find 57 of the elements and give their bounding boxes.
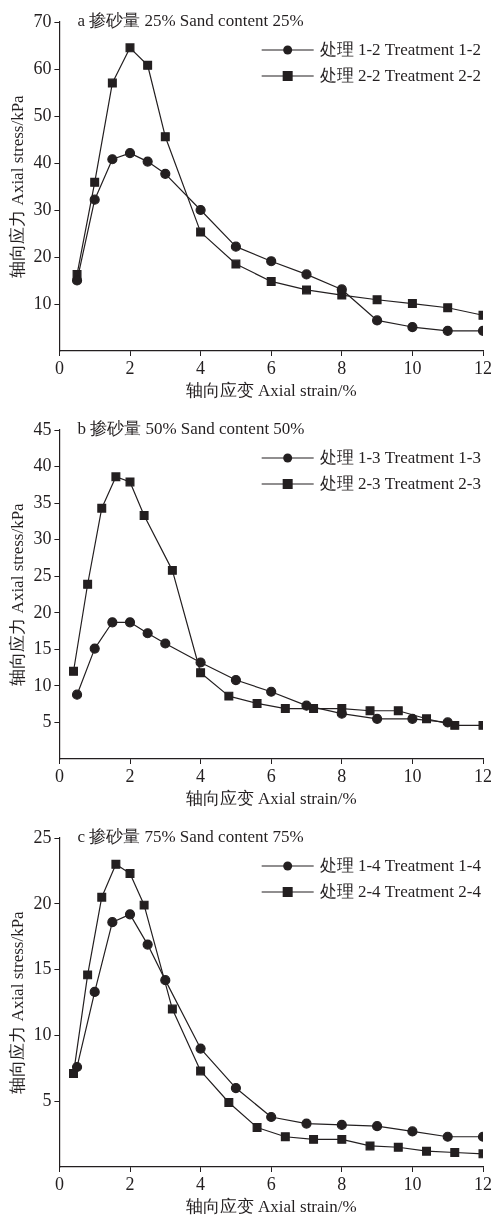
x-tick-label: 4: [196, 357, 206, 378]
x-tick-label: 0: [54, 765, 64, 786]
legend-label: 处理 1-2 Treatment 1-2: [319, 40, 481, 60]
y-tick-label: 10: [33, 292, 52, 313]
y-axis-title: 轴向应力 Axial stress/kPa: [7, 94, 27, 278]
y-tick-label: 40: [33, 455, 52, 476]
y-tick-label: 20: [33, 245, 52, 266]
x-tick-label: 12: [474, 1173, 492, 1194]
legend-label: 处理 1-3 Treatment 1-3: [319, 448, 481, 468]
legend-label: 处理 2-4 Treatment 2-4: [319, 882, 482, 902]
x-tick-label: 4: [196, 1173, 206, 1194]
y-tick-label: 50: [33, 104, 52, 125]
legend-label: 处理 2-2 Treatment 2-2: [319, 66, 481, 86]
y-tick-label: 30: [33, 528, 52, 549]
y-tick-label: 60: [33, 57, 52, 78]
y-tick-label: 15: [33, 958, 52, 979]
x-tick-label: 10: [403, 1173, 422, 1194]
chart-title: b 掺砂量 50% Sand content 50%: [77, 419, 305, 439]
y-tick-label: 15: [33, 638, 52, 659]
y-tick-label: 10: [33, 674, 52, 695]
y-tick-label: 20: [33, 601, 52, 622]
x-tick-label: 6: [266, 357, 276, 378]
y-axis-title: 轴向应力 Axial stress/kPa: [7, 910, 27, 1094]
y-tick-label: 25: [33, 564, 52, 585]
x-tick-label: 8: [337, 357, 347, 378]
x-tick-label: 8: [337, 765, 347, 786]
x-axis-title: 轴向应变 Axial strain/%: [185, 789, 357, 809]
x-tick-label: 6: [266, 1173, 276, 1194]
x-tick-label: 2: [125, 1173, 135, 1194]
y-tick-label: 30: [33, 198, 52, 219]
chart-title: c 掺砂量 75% Sand content 75%: [77, 827, 304, 847]
y-tick-label: 45: [33, 418, 52, 439]
x-tick-label: 10: [403, 765, 422, 786]
legend-label: 处理 2-3 Treatment 2-3: [319, 474, 481, 494]
y-tick-label: 25: [33, 826, 52, 847]
x-tick-label: 2: [125, 357, 135, 378]
y-tick-label: 10: [33, 1024, 52, 1045]
y-tick-label: 20: [33, 892, 52, 913]
x-tick-label: 4: [196, 765, 206, 786]
x-tick-label: 10: [403, 357, 422, 378]
x-axis-title: 轴向应变 Axial strain/%: [185, 381, 357, 401]
x-axis-title: 轴向应变 Axial strain/%: [185, 1197, 357, 1217]
x-tick-label: 2: [125, 765, 135, 786]
chart-title: a 掺砂量 25% Sand content 25%: [77, 11, 304, 31]
y-tick-label: 40: [33, 151, 52, 172]
x-tick-label: 8: [337, 1173, 347, 1194]
x-tick-label: 12: [474, 357, 492, 378]
legend-label: 处理 1-4 Treatment 1-4: [319, 856, 482, 876]
x-tick-label: 0: [54, 357, 64, 378]
y-tick-label: 5: [42, 1089, 52, 1110]
x-tick-label: 12: [474, 765, 492, 786]
x-tick-label: 6: [266, 765, 276, 786]
y-tick-label: 5: [42, 711, 52, 732]
y-tick-label: 35: [33, 491, 52, 512]
y-axis-title: 轴向应力 Axial stress/kPa: [7, 502, 27, 686]
y-tick-label: 70: [33, 10, 52, 31]
x-tick-label: 0: [54, 1173, 64, 1194]
